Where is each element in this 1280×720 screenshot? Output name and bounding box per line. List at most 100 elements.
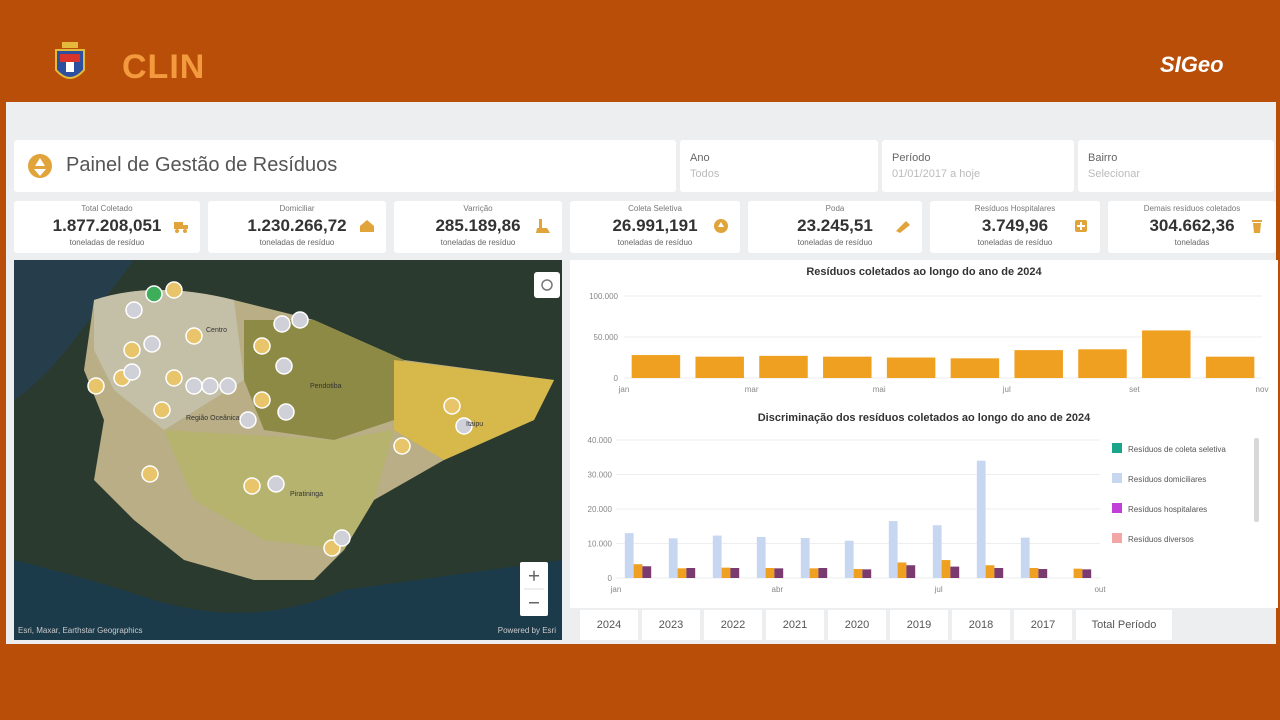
kpi-unit: toneladas de resíduo xyxy=(69,238,145,247)
kpi-domestic: Domiciliar 1.230.266,72 toneladas de res… xyxy=(208,201,386,253)
tab-2024[interactable]: 2024 xyxy=(580,610,638,640)
filter-year[interactable]: Ano Todos xyxy=(680,140,878,192)
tab-2023[interactable]: 2023 xyxy=(642,610,700,640)
bottom-banner xyxy=(0,648,1280,720)
bar[interactable] xyxy=(668,538,678,578)
bar[interactable] xyxy=(976,460,986,578)
x-tick-label: out xyxy=(1094,585,1106,594)
tab-2020[interactable]: 2020 xyxy=(828,610,886,640)
filter-year-label: Ano xyxy=(690,152,710,164)
filter-neighborhood-label: Bairro xyxy=(1088,152,1118,164)
legend-label: Resíduos hospitalares xyxy=(1128,505,1207,514)
filter-neighborhood[interactable]: Bairro Selecionar xyxy=(1078,140,1274,192)
bar[interactable] xyxy=(985,565,995,578)
map-layers-button[interactable] xyxy=(534,272,560,298)
filter-period[interactable]: Período 01/01/2017 a hoje xyxy=(882,140,1074,192)
bar[interactable] xyxy=(721,567,731,578)
bar[interactable] xyxy=(1029,567,1039,578)
kpi-pruning: Poda 23.245,51 toneladas de resíduo xyxy=(748,201,922,253)
city-crest-logo xyxy=(55,42,85,79)
bar[interactable] xyxy=(677,568,687,578)
bar[interactable] xyxy=(800,537,810,578)
kpi-unit: toneladas de resíduo xyxy=(440,238,516,247)
bar[interactable] xyxy=(695,356,744,378)
bar[interactable] xyxy=(950,358,1000,378)
bar[interactable] xyxy=(712,535,722,578)
bar[interactable] xyxy=(1142,330,1191,378)
y-tick-label: 30.000 xyxy=(588,471,613,480)
bar[interactable] xyxy=(1014,350,1063,378)
kpi-unit: toneladas de resíduo xyxy=(977,238,1053,247)
bin-points xyxy=(123,301,473,547)
bay-area xyxy=(14,260,134,400)
bar[interactable] xyxy=(765,567,775,578)
map-label: Itaipu xyxy=(466,421,483,428)
bar[interactable] xyxy=(1038,569,1048,578)
kpi-unit: toneladas de resíduo xyxy=(797,238,873,247)
map-label: Pendotiba xyxy=(310,383,342,390)
map-canvas[interactable]: Centro Pendotiba Região Oceânica Piratin… xyxy=(14,260,562,640)
bar[interactable] xyxy=(897,562,907,578)
bar[interactable] xyxy=(906,565,916,578)
bar[interactable] xyxy=(759,355,808,378)
chart1-title: Resíduos coletados ao longo do ano de 20… xyxy=(806,266,1042,278)
bar[interactable] xyxy=(994,567,1004,578)
y-tick-label: 0 xyxy=(608,574,613,583)
kpi-value: 1.230.266,72 xyxy=(247,216,347,235)
sigeo-logo: SIGeo xyxy=(1160,52,1224,77)
kpi-value: 304.662,36 xyxy=(1149,216,1235,235)
kpi-value: 285.189,86 xyxy=(435,216,521,235)
filter-neighborhood-value: Selecionar xyxy=(1088,168,1140,180)
bar[interactable] xyxy=(642,566,652,578)
zoom-icon[interactable] xyxy=(520,562,548,616)
tab-2022[interactable]: 2022 xyxy=(704,610,762,640)
bar[interactable] xyxy=(624,533,634,578)
kpi-total: Total Coletado 1.877.208,051 toneladas d… xyxy=(14,201,200,253)
truck-icon xyxy=(174,222,188,233)
bar[interactable] xyxy=(631,355,681,378)
bar[interactable] xyxy=(886,357,936,379)
tab-total-period[interactable]: Total Período xyxy=(1076,610,1172,640)
kpi-label: Resíduos Hospitalares xyxy=(974,204,1056,213)
bar[interactable] xyxy=(756,536,766,578)
filter-year-value: Todos xyxy=(690,168,720,180)
bar[interactable] xyxy=(809,568,819,578)
bar[interactable] xyxy=(818,567,828,578)
green-point xyxy=(145,285,163,303)
bar[interactable] xyxy=(730,567,740,578)
trash-icon xyxy=(1252,220,1262,233)
map-zoom-control[interactable] xyxy=(520,562,548,616)
bar[interactable] xyxy=(1205,356,1255,378)
bar[interactable] xyxy=(1073,568,1083,578)
kpi-hospital: Resíduos Hospitalares 3.749,96 toneladas… xyxy=(930,201,1100,253)
map-panel[interactable]: Centro Pendotiba Região Oceânica Piratin… xyxy=(14,260,562,640)
bar[interactable] xyxy=(888,521,898,578)
district-center xyxy=(94,290,244,430)
bar[interactable] xyxy=(633,564,643,578)
map-label: Região Oceânica xyxy=(186,415,240,422)
legend-label: Resíduos de coleta seletiva xyxy=(1128,445,1226,454)
tab-2018[interactable]: 2018 xyxy=(952,610,1010,640)
kpi-value: 1.877.208,051 xyxy=(52,216,162,235)
bar[interactable] xyxy=(1078,349,1127,378)
legend-scrollbar[interactable] xyxy=(1254,438,1259,522)
x-tick-label: jan xyxy=(618,385,630,394)
bar[interactable] xyxy=(1020,537,1030,578)
bar[interactable] xyxy=(774,568,784,578)
bar[interactable] xyxy=(823,356,872,378)
bar[interactable] xyxy=(950,566,960,578)
map-powered-by: Powered by Esri xyxy=(497,626,556,635)
collection-points xyxy=(87,281,461,557)
bar[interactable] xyxy=(862,569,872,578)
bar[interactable] xyxy=(853,569,863,578)
bar[interactable] xyxy=(1082,569,1092,578)
bar[interactable] xyxy=(941,560,951,578)
tab-2019[interactable]: 2019 xyxy=(890,610,948,640)
bar[interactable] xyxy=(686,567,696,578)
bar[interactable] xyxy=(844,540,854,578)
tab-2017[interactable]: 2017 xyxy=(1014,610,1072,640)
layers-icon xyxy=(541,279,553,291)
filter-period-value: 01/01/2017 a hoje xyxy=(892,168,981,180)
bar[interactable] xyxy=(932,525,942,578)
tab-2021[interactable]: 2021 xyxy=(766,610,824,640)
